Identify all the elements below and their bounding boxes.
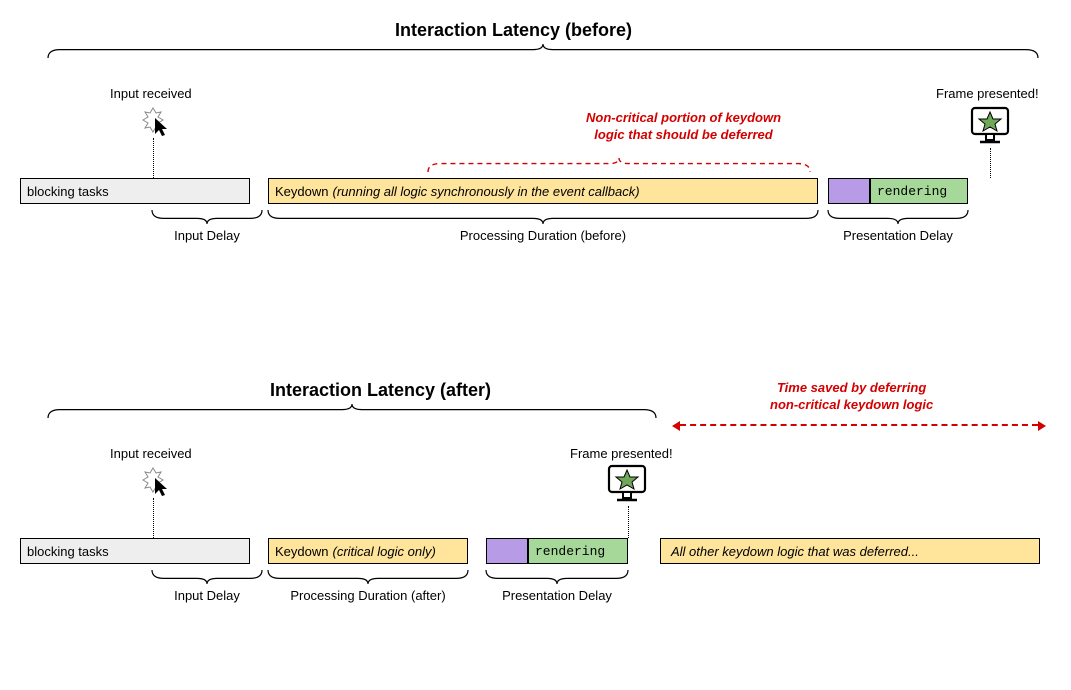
task-box: blocking tasks: [20, 538, 250, 564]
label-text: Presentation Delay: [828, 228, 968, 243]
monitor-icon: [968, 104, 1012, 148]
label-text: Presentation Delay: [486, 588, 628, 603]
label-text: Processing Duration (before): [268, 228, 818, 243]
task-box: rendering: [528, 538, 628, 564]
section-title: Interaction Latency (after): [270, 380, 491, 401]
monitor-icon: [605, 462, 649, 506]
cursor-icon: [133, 460, 173, 500]
label-text: Input received: [110, 86, 192, 101]
task-box: Keydown(running all logic synchronously …: [268, 178, 818, 204]
annotation-text: Non-critical portion of keydownlogic tha…: [586, 110, 781, 144]
label-text: Processing Duration (after): [268, 588, 468, 603]
task-box: Keydown(critical logic only): [268, 538, 468, 564]
task-box: All other keydown logic that was deferre…: [660, 538, 1040, 564]
label-text: Input Delay: [152, 228, 262, 243]
task-box: [486, 538, 528, 564]
task-box: rendering: [870, 178, 968, 204]
section-title: Interaction Latency (before): [395, 20, 632, 41]
label-text: Frame presented!: [936, 86, 1039, 101]
label-text: Input received: [110, 446, 192, 461]
label-text: Input Delay: [152, 588, 262, 603]
latency-diagram: Interaction Latency (before) Input recei…: [0, 0, 1071, 690]
annotation-text: Time saved by deferringnon-critical keyd…: [770, 380, 933, 414]
task-box: blocking tasks: [20, 178, 250, 204]
label-text: Frame presented!: [570, 446, 673, 461]
task-box: [828, 178, 870, 204]
cursor-icon: [133, 100, 173, 140]
